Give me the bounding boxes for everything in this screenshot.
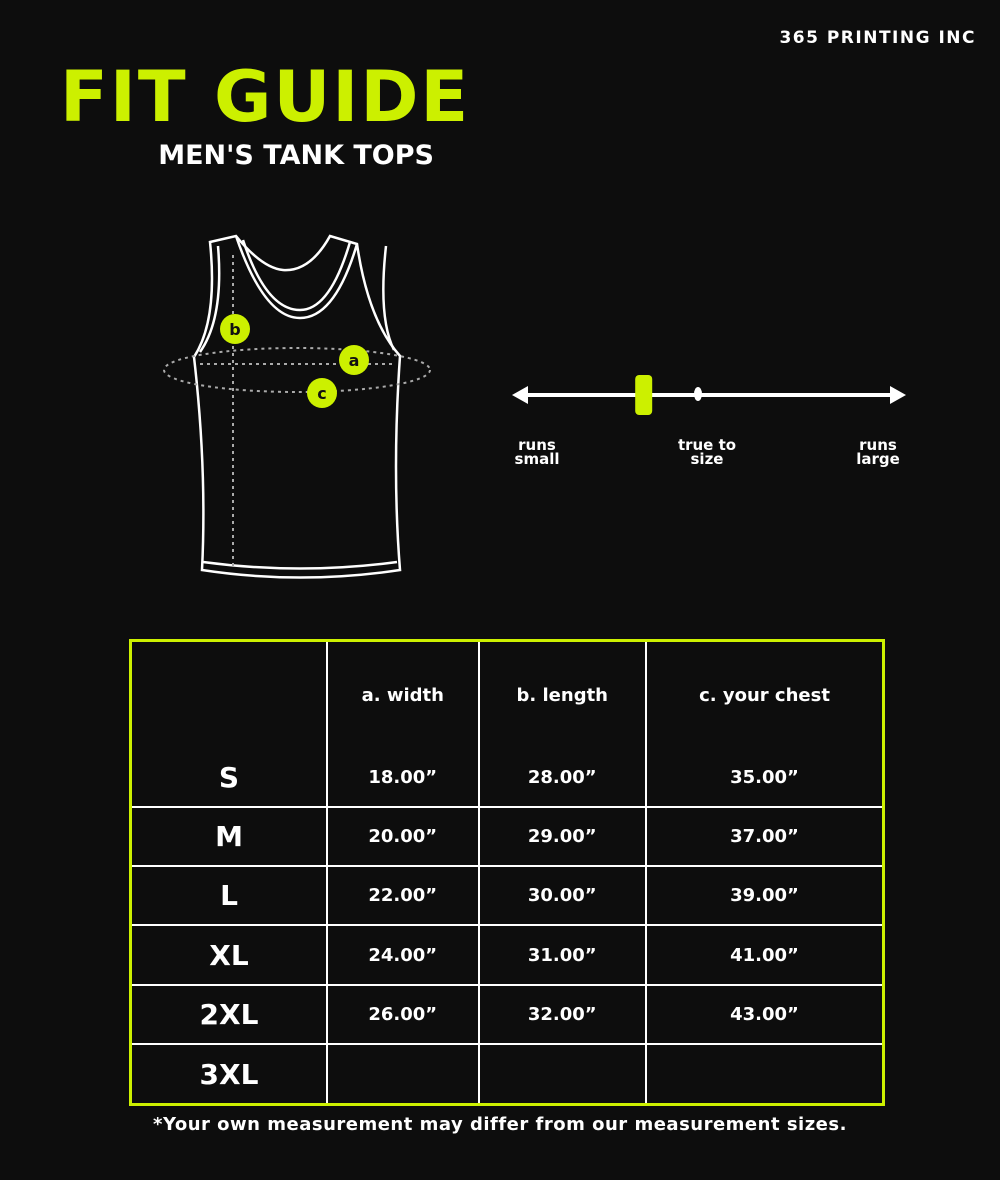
marker-c: c [307, 378, 337, 408]
footnote: *Your own measurement may differ from ou… [153, 1114, 847, 1135]
size-chart-table: a. width b. length c. your chest S 18.00”… [129, 639, 885, 1106]
true-to-size-tick [694, 387, 702, 401]
measurement-cell: 43.00” [645, 983, 884, 1046]
size-label: S [130, 748, 328, 808]
header-cell: c. your chest [645, 640, 884, 749]
brand-name: 365 PRINTING INC [779, 28, 976, 48]
measurement-cell: 22.00” [326, 865, 480, 927]
size-label: L [130, 865, 328, 927]
measurement-cell: 18.00” [326, 748, 480, 808]
measurement-cell: 37.00” [645, 805, 884, 868]
header-cell [130, 640, 328, 749]
tank-top-diagram: b a c [163, 234, 906, 579]
size-label: XL [130, 924, 328, 986]
fit-indicator [635, 375, 653, 415]
svg-text:c: c [317, 384, 326, 403]
measurement-cell: 31.00” [477, 924, 648, 986]
table-row: 3XL [130, 1043, 884, 1105]
size-label: M [130, 805, 328, 868]
table-row: M 20.00” 29.00” 37.00” [130, 805, 884, 868]
tank-top-outline [192, 234, 402, 579]
runs-small-label: runs small [514, 436, 560, 468]
measurement-cell: 32.00” [477, 983, 648, 1046]
runs-large-label: runs large [856, 436, 900, 468]
measurement-cell: 39.00” [645, 865, 884, 927]
svg-text:a: a [349, 351, 360, 370]
marker-b: b [220, 314, 250, 344]
arrow-right-icon [890, 386, 906, 404]
header-cell: b. length [477, 640, 648, 749]
size-label: 3XL [130, 1043, 328, 1105]
page-subtitle: MEN'S TANK TOPS [158, 140, 434, 171]
table-row: XL 24.00” 31.00” 41.00” [130, 924, 884, 986]
table-row: L 22.00” 30.00” 39.00” [130, 865, 884, 927]
page-title: FIT GUIDE [60, 56, 471, 138]
table-header-row: a. width b. length c. your chest [130, 640, 884, 749]
svg-text:b: b [229, 320, 240, 339]
fit-scale [512, 375, 906, 415]
table-row: S 18.00” 28.00” 35.00” [130, 748, 884, 808]
marker-a: a [339, 345, 369, 375]
table-row: 2XL 26.00” 32.00” 43.00” [130, 983, 884, 1046]
measurement-cell: 26.00” [326, 983, 480, 1046]
measurement-cell: 30.00” [477, 865, 648, 927]
measurement-cell: 24.00” [326, 924, 480, 986]
arrow-left-icon [512, 386, 528, 404]
true-to-size-label: true to size [677, 436, 737, 468]
measurement-cell [645, 1043, 884, 1105]
measurement-cell [477, 1043, 648, 1105]
measurement-cell: 35.00” [645, 748, 884, 808]
size-label: 2XL [130, 983, 328, 1046]
measurement-cell: 20.00” [326, 805, 480, 868]
measurement-cell: 41.00” [645, 924, 884, 986]
measurement-cell [326, 1043, 480, 1105]
measurement-cell: 29.00” [477, 805, 648, 868]
measurement-cell: 28.00” [477, 748, 648, 808]
header-cell: a. width [326, 640, 480, 749]
